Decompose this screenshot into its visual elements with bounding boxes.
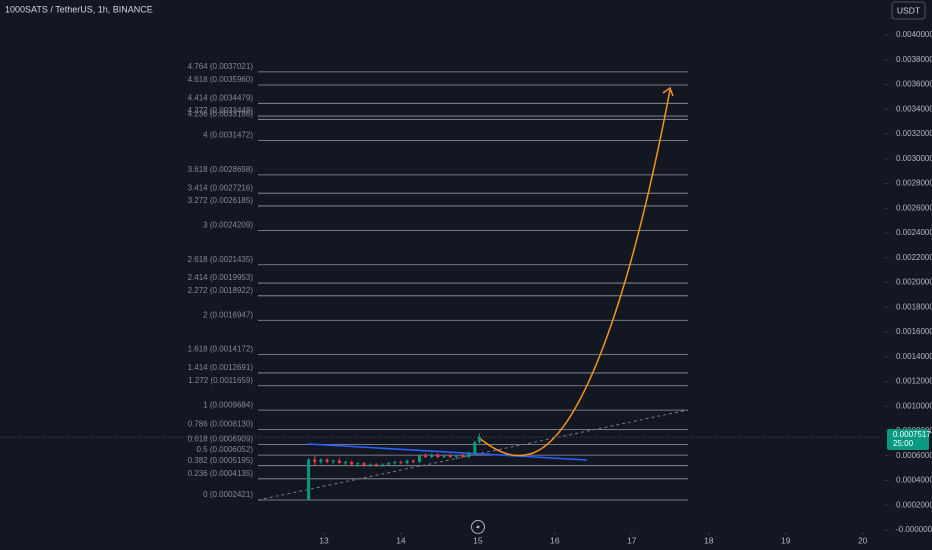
fib-label: 0 (0.0002421) xyxy=(203,490,253,499)
candle-body xyxy=(325,459,329,462)
y-tick-label: 0.0018000 xyxy=(896,302,932,311)
fib-label: 0.786 (0.0008130) xyxy=(188,419,254,428)
fib-label: 4.618 (0.0035960) xyxy=(188,75,254,84)
y-tick-label: 0.0040000 xyxy=(896,30,932,39)
y-tick-label: 0.0034000 xyxy=(896,104,932,113)
x-tick-label: 20 xyxy=(858,535,868,545)
y-tick-label: 0.0032000 xyxy=(896,129,932,138)
x-tick-label: 19 xyxy=(781,535,791,545)
x-tick-label: 18 xyxy=(704,535,714,545)
fib-label: 0.5 (0.0006052) xyxy=(197,445,254,454)
candle-body xyxy=(448,455,452,457)
y-tick-label: 0.0024000 xyxy=(896,228,932,237)
candle-body xyxy=(399,461,403,464)
candle-body xyxy=(350,461,354,465)
candle-body xyxy=(387,463,391,465)
projection-curve xyxy=(477,89,671,457)
fib-label: 1 (0.0009684) xyxy=(203,400,253,409)
candle-body xyxy=(473,442,477,454)
y-tick-label: 0.0030000 xyxy=(896,154,932,163)
last-price-label: 0.0007517 xyxy=(893,430,931,439)
fib-label: 2.414 (0.0019953) xyxy=(188,273,254,282)
candle-body xyxy=(405,460,409,464)
candle-body xyxy=(467,453,471,457)
candle-body xyxy=(454,455,458,457)
fib-label: 3.618 (0.0028698) xyxy=(188,165,254,174)
currency-label[interactable]: USDT xyxy=(897,5,920,15)
fib-label: 3.272 (0.0026185) xyxy=(188,196,254,205)
y-tick-label: 0.0016000 xyxy=(896,327,932,336)
fib-label: 1.618 (0.0014172) xyxy=(188,345,254,354)
candle-body xyxy=(393,461,397,464)
candle-body xyxy=(380,464,384,466)
candle-body xyxy=(313,459,317,462)
candle-body xyxy=(477,437,481,443)
y-tick-label: 0.0020000 xyxy=(896,278,932,287)
x-tick-label: 15 xyxy=(473,535,483,545)
y-tick-label: 0.0014000 xyxy=(896,352,932,361)
last-price-box xyxy=(887,428,929,450)
fib-label: 1.414 (0.0012691) xyxy=(188,363,254,372)
candle-body xyxy=(411,460,415,462)
y-tick-label: 0.0036000 xyxy=(896,80,932,89)
fib-label: 0.236 (0.0004135) xyxy=(188,469,254,478)
candle-body xyxy=(344,461,348,464)
countdown: 25:00 xyxy=(893,439,914,448)
fib-label: 0.382 (0.0005195) xyxy=(188,456,254,465)
candle-body xyxy=(307,459,311,501)
candle-body xyxy=(356,463,360,465)
fib-label: 2.272 (0.0018922) xyxy=(188,286,254,295)
candle-body xyxy=(368,464,372,466)
y-tick-label: 0.0004000 xyxy=(896,476,932,485)
y-tick-label: 0.0028000 xyxy=(896,179,932,188)
currency-button[interactable] xyxy=(891,1,926,20)
fib-label: 3 (0.0024209) xyxy=(203,221,253,230)
y-tick-label: 0.0006000 xyxy=(896,451,932,460)
candle-body xyxy=(436,454,440,457)
y-tick-label: 0.0022000 xyxy=(896,253,932,262)
candle-body xyxy=(424,455,428,457)
trend-dashed xyxy=(257,409,689,501)
x-tick-label: 13 xyxy=(319,535,329,545)
y-tick-label: 0.0010000 xyxy=(896,401,932,410)
candle-body xyxy=(331,460,335,462)
projection-arrow xyxy=(662,86,674,97)
fib-label: 4.764 (0.0037021) xyxy=(188,62,254,71)
y-tick-label: 0.0038000 xyxy=(896,55,932,64)
x-tick-label: 16 xyxy=(550,535,560,545)
fib-label: 3.414 (0.0027216) xyxy=(188,183,254,192)
fib-label: 0.618 (0.0006909) xyxy=(188,435,254,444)
y-tick-label: 0.0026000 xyxy=(896,203,932,212)
fib-label: 2.618 (0.0021435) xyxy=(188,255,254,264)
candle-body xyxy=(417,455,421,462)
fib-label: 4.236 (0.0033186) xyxy=(188,109,254,118)
y-tick-label: 0.0012000 xyxy=(896,377,932,386)
candle-body xyxy=(430,454,434,457)
candle-body xyxy=(337,460,341,464)
drawings xyxy=(257,86,689,501)
fib-label: 4.272 (0.0033448) xyxy=(188,106,254,115)
fib-label: 4.414 (0.0034479) xyxy=(188,93,254,102)
candle-body xyxy=(374,464,378,466)
x-tick-label: 14 xyxy=(396,535,406,545)
fib-label: 2 (0.0016947) xyxy=(203,310,253,319)
y-tick-label: 0.0002000 xyxy=(896,500,932,509)
candle-body xyxy=(461,455,465,457)
candle-body xyxy=(442,455,446,457)
fib-label: 4 (0.0031472) xyxy=(203,131,253,140)
fib-label: 1.272 (0.0011659) xyxy=(188,376,253,385)
candle-body xyxy=(362,463,366,466)
chart-title: 1000SATS / TetherUS, 1h, BINANCE xyxy=(5,4,153,14)
x-tick-label: 17 xyxy=(627,535,637,545)
trend-line xyxy=(307,443,588,461)
candle-body xyxy=(319,459,323,462)
